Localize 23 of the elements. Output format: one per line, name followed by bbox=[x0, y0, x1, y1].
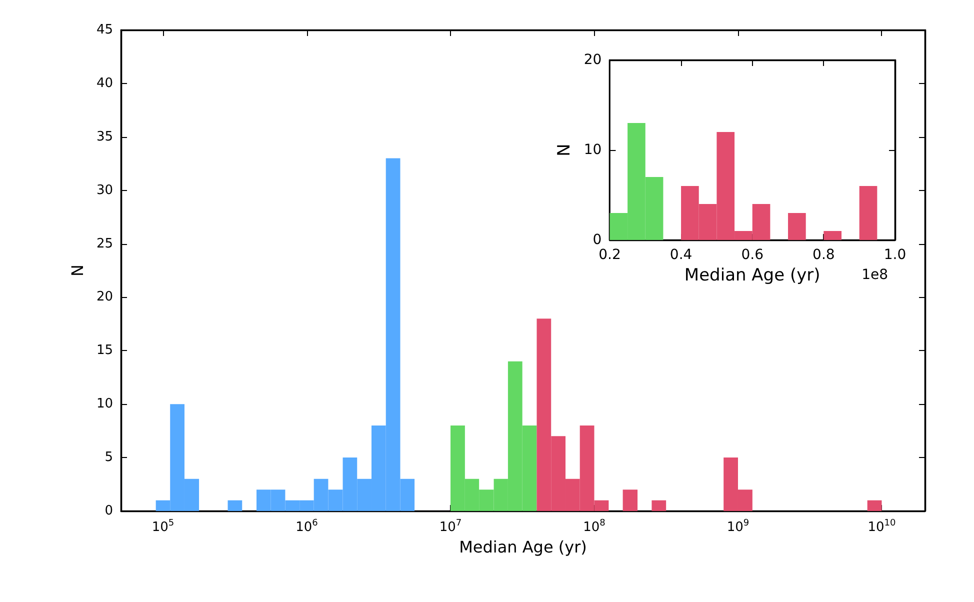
y-axis-title: N bbox=[68, 264, 88, 276]
y-tick-label: 0 bbox=[592, 232, 602, 248]
y-tick-label: 35 bbox=[96, 129, 113, 144]
x-tick-label: 0.8 bbox=[812, 247, 835, 263]
y-tick-label: 10 bbox=[96, 396, 113, 412]
x-tick-label: 0.4 bbox=[670, 247, 692, 263]
x-tick-label: 0.6 bbox=[741, 247, 764, 263]
x-tick-label: 1.0 bbox=[884, 247, 906, 263]
y-tick-label: 20 bbox=[96, 290, 113, 305]
y-tick-label: 20 bbox=[584, 52, 602, 68]
x-tick-label: 0.2 bbox=[598, 247, 621, 263]
x-axis-title: Median Age (yr) bbox=[459, 537, 587, 556]
y-tick-label: 45 bbox=[96, 22, 113, 38]
y-tick-label: 15 bbox=[96, 343, 113, 358]
y-tick-label: 10 bbox=[584, 142, 602, 158]
y-axis-title: N bbox=[554, 144, 574, 156]
y-tick-label: 0 bbox=[104, 504, 113, 518]
y-tick-label: 40 bbox=[96, 76, 113, 91]
annotation: 1e8 bbox=[862, 267, 888, 283]
y-tick-label: 30 bbox=[96, 182, 113, 198]
x-axis-title: Median Age (yr) bbox=[684, 265, 820, 286]
y-tick-label: 5 bbox=[104, 450, 113, 466]
y-tick-label: 25 bbox=[96, 236, 113, 252]
